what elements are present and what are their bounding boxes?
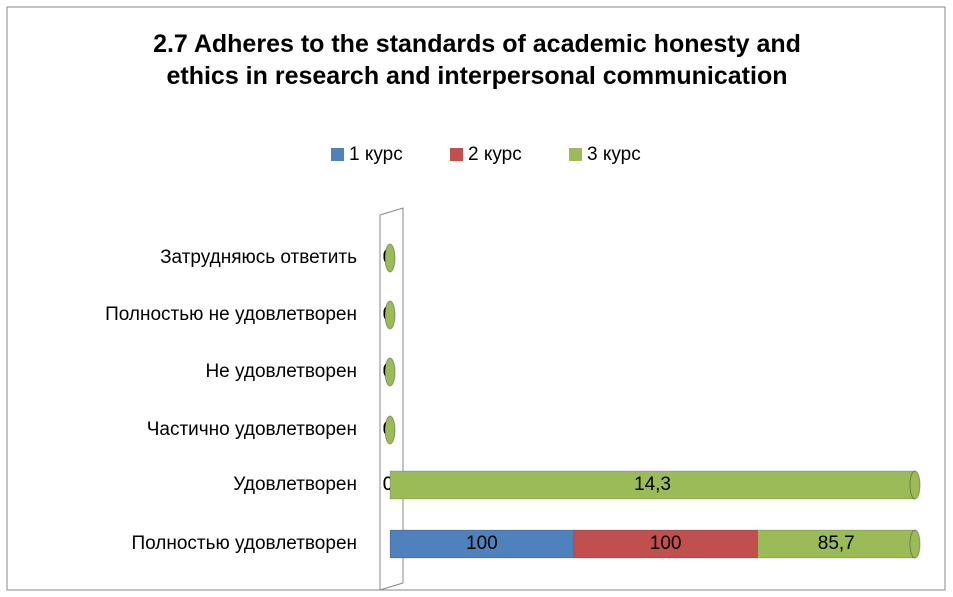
bar-cap <box>909 470 921 500</box>
y-tick-label: Удовлетворен <box>233 474 357 495</box>
y-tick-label: Частично удовлетворен <box>147 419 357 440</box>
bar-segment <box>389 529 575 559</box>
legend-swatch <box>450 148 463 161</box>
y-tick-label: Затрудняюсь ответить <box>160 247 357 268</box>
bar-cap <box>909 529 921 559</box>
data-label: 100 <box>466 533 498 554</box>
y-tick-label: Полностью удовлетворен <box>131 533 357 554</box>
plot-wall <box>379 207 404 591</box>
data-label: 100 <box>650 533 682 554</box>
data-label: 0 <box>383 474 394 495</box>
data-label: 0 <box>383 474 394 495</box>
bar-cap <box>384 243 396 273</box>
chart-border <box>6 6 946 591</box>
bar-segment <box>573 529 759 559</box>
legend-swatch <box>569 148 582 161</box>
chart-title: 2.7 Adheres to the standards of academic… <box>153 30 801 90</box>
bar-segment <box>757 529 916 559</box>
data-label: 14,3 <box>634 474 671 495</box>
legend-label: 1 курс <box>349 144 403 165</box>
legend-swatch <box>331 148 344 161</box>
legend-label: 2 курс <box>468 144 522 165</box>
data-label: 85,7 <box>818 533 855 554</box>
bar-cap <box>384 415 396 445</box>
y-tick-label: Полностью не удовлетворен <box>105 304 357 325</box>
legend-label: 3 курс <box>587 144 641 165</box>
bar-cap <box>384 300 396 330</box>
y-tick-label: Не удовлетворен <box>205 361 357 382</box>
bar-cap <box>384 357 396 387</box>
bar-segment <box>389 470 916 500</box>
